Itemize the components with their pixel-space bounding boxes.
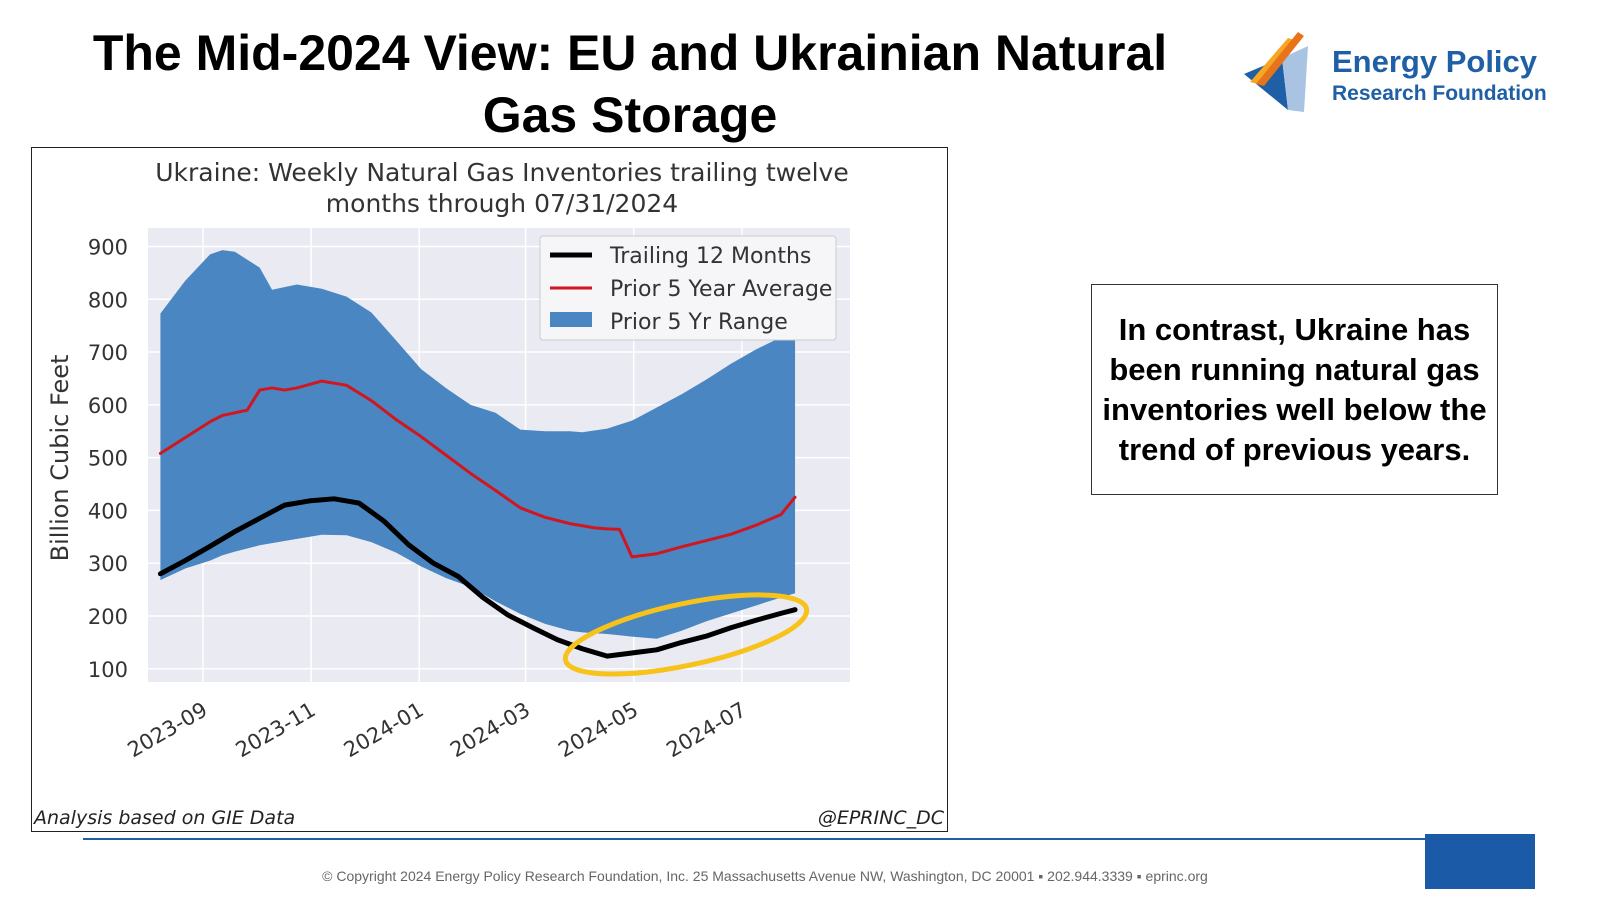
slide-title: The Mid-2024 View: EU and Ukrainian Natu… (92, 25, 1168, 143)
range-band-layer (160, 250, 796, 639)
footer-text: © Copyright 2024 Energy Policy Research … (322, 868, 1208, 884)
callout-box: In contrast, Ukraine has been running na… (1091, 284, 1498, 495)
chart: Ukraine: Weekly Natural Gas Inventories … (32, 158, 945, 829)
legend-label: Prior 5 Year Average (610, 277, 832, 302)
chart-title: Ukraine: Weekly Natural Gas Inventories … (155, 158, 848, 218)
y-tick-label: 300 (88, 552, 128, 576)
callout-text: In contrast, Ukraine has been running na… (1102, 311, 1487, 467)
x-tick-label: 2024-07 (662, 698, 750, 763)
footer-rule (83, 838, 1535, 840)
chart-title-line: months through 07/31/2024 (326, 189, 678, 218)
x-tick-label: 2024-01 (340, 698, 428, 763)
chart-title-line: Ukraine: Weekly Natural Gas Inventories … (155, 158, 848, 187)
footer-block (1425, 834, 1535, 889)
logo-line1: Energy Policy (1332, 44, 1538, 79)
x-tick-label: 2023-09 (123, 698, 211, 763)
series-line-layer (157, 379, 798, 659)
y-axis-label: Billion Cubic Feet (46, 355, 74, 562)
y-tick-label: 900 (88, 235, 128, 259)
handle-note: @EPRINC_DC (818, 807, 945, 829)
series-line-trailing-12-months (157, 496, 798, 659)
y-tick-label: 400 (88, 499, 128, 523)
x-tick-label: 2024-05 (554, 698, 642, 763)
y-tick-label: 700 (88, 341, 128, 365)
x-tick-label: 2024-03 (446, 698, 534, 763)
highlight-ellipse (562, 592, 810, 677)
x-tick-label: 2023-11 (232, 698, 320, 763)
eprf-logo-mark-icon (1244, 32, 1308, 112)
legend: Trailing 12 Months Prior 5 Year Average … (539, 235, 837, 341)
legend-label: Trailing 12 Months (609, 244, 811, 269)
legend-swatch-range (550, 312, 592, 327)
y-tick-label: 200 (88, 605, 128, 629)
highlight-layer (562, 592, 810, 677)
source-note: Analysis based on GIE Data (32, 807, 295, 829)
legend-box (539, 235, 837, 341)
range-band (160, 250, 796, 639)
y-tick-label: 600 (88, 394, 128, 418)
series-line-prior-5yr-average (158, 379, 797, 559)
y-tick-label: 100 (88, 658, 128, 682)
eprf-logo: Energy Policy Research Foundation (1232, 22, 1582, 117)
legend-label: Prior 5 Yr Range (610, 310, 788, 335)
chart-frame: Ukraine: Weekly Natural Gas Inventories … (31, 147, 948, 832)
logo-line2: Research Foundation (1332, 82, 1547, 105)
y-tick-label: 800 (88, 288, 128, 312)
y-tick-label: 500 (88, 447, 128, 471)
